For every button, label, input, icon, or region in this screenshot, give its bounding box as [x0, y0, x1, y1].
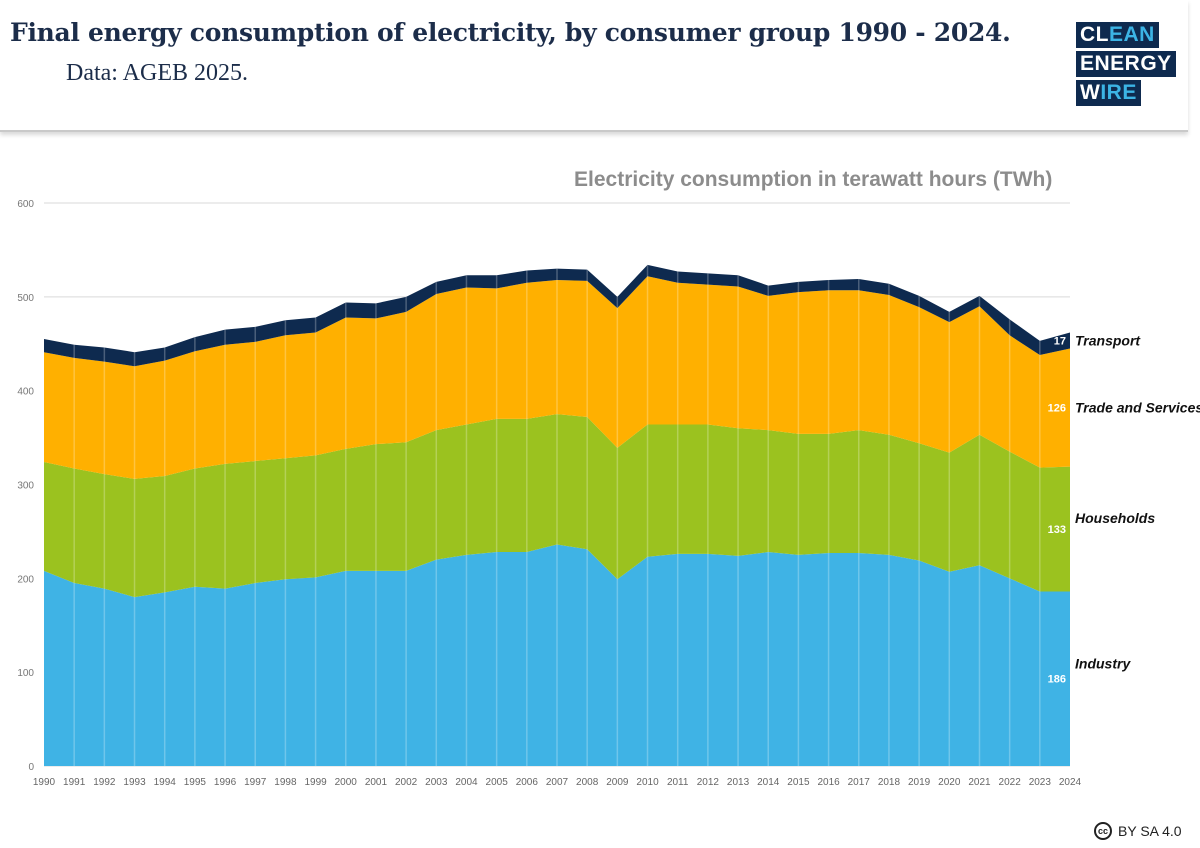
series-label: Trade and Services — [1075, 400, 1200, 416]
x-tick-label: 2020 — [938, 777, 961, 788]
x-tick-label: 1994 — [154, 777, 177, 788]
x-tick-label: 1996 — [214, 777, 237, 788]
chart-title: Electricity consumption in terawatt hour… — [574, 168, 1053, 191]
data-label: 126 — [1048, 403, 1066, 415]
x-tick-label: 1998 — [274, 777, 297, 788]
x-tick-label: 2011 — [667, 777, 689, 788]
x-tick-label: 2003 — [425, 777, 448, 788]
x-tick-label: 2009 — [606, 777, 629, 788]
x-tick-label: 2018 — [878, 777, 901, 788]
area-trade-and-services — [44, 276, 1070, 479]
y-tick-label: 400 — [17, 387, 34, 398]
cc-icon: cc — [1094, 822, 1112, 840]
clean-energy-wire-logo: CLEAN ENERGY WIRE — [1076, 22, 1176, 109]
x-tick-label: 2002 — [395, 777, 418, 788]
license-text: BY SA 4.0 — [1118, 823, 1182, 839]
x-tick-label: 2005 — [486, 777, 509, 788]
x-tick-label: 2017 — [848, 777, 871, 788]
x-tick-label: 2008 — [576, 777, 599, 788]
y-tick-label: 200 — [17, 574, 34, 585]
x-tick-label: 2023 — [1029, 777, 1052, 788]
x-tick-label: 2012 — [697, 777, 720, 788]
x-tick-label: 2001 — [365, 777, 388, 788]
area-industry — [44, 544, 1070, 766]
x-tick-label: 2013 — [727, 777, 750, 788]
series-label: Households — [1075, 510, 1155, 526]
area-households — [44, 414, 1070, 598]
x-tick-label: 2019 — [908, 777, 931, 788]
x-tick-label: 1991 — [63, 777, 86, 788]
x-tick-label: 2015 — [787, 777, 810, 788]
x-tick-label: 1997 — [244, 777, 267, 788]
x-tick-label: 2021 — [968, 777, 991, 788]
series-label: Transport — [1075, 332, 1141, 348]
area-transport — [44, 264, 1070, 367]
data-label: 133 — [1048, 524, 1066, 536]
y-tick-label: 300 — [17, 481, 34, 492]
data-label: 186 — [1048, 674, 1066, 686]
y-tick-label: 100 — [17, 668, 34, 679]
license: cc BY SA 4.0 — [1094, 822, 1182, 840]
page-title: Final energy consumption of electricity,… — [10, 18, 1011, 47]
series-label: Industry — [1075, 656, 1131, 672]
x-tick-label: 2007 — [546, 777, 569, 788]
x-tick-label: 2014 — [757, 777, 780, 788]
x-tick-label: 2016 — [817, 777, 840, 788]
x-tick-label: 1993 — [123, 777, 146, 788]
x-tick-label: 2010 — [636, 777, 659, 788]
x-tick-label: 1990 — [33, 777, 56, 788]
header: Final energy consumption of electricity,… — [0, 0, 1188, 132]
x-tick-label: 2022 — [999, 777, 1022, 788]
x-tick-label: 2024 — [1059, 777, 1082, 788]
page-subtitle: Data: AGEB 2025. — [66, 60, 248, 86]
x-tick-label: 2004 — [455, 777, 478, 788]
x-tick-label: 2000 — [335, 777, 358, 788]
x-tick-label: 1999 — [304, 777, 327, 788]
y-tick-label: 500 — [17, 293, 34, 304]
x-tick-label: 2006 — [516, 777, 539, 788]
x-tick-label: 1992 — [93, 777, 116, 788]
y-tick-label: 600 — [17, 199, 34, 210]
y-tick-label: 0 — [28, 762, 34, 773]
x-tick-label: 1995 — [184, 777, 207, 788]
data-label: 17 — [1054, 335, 1066, 347]
